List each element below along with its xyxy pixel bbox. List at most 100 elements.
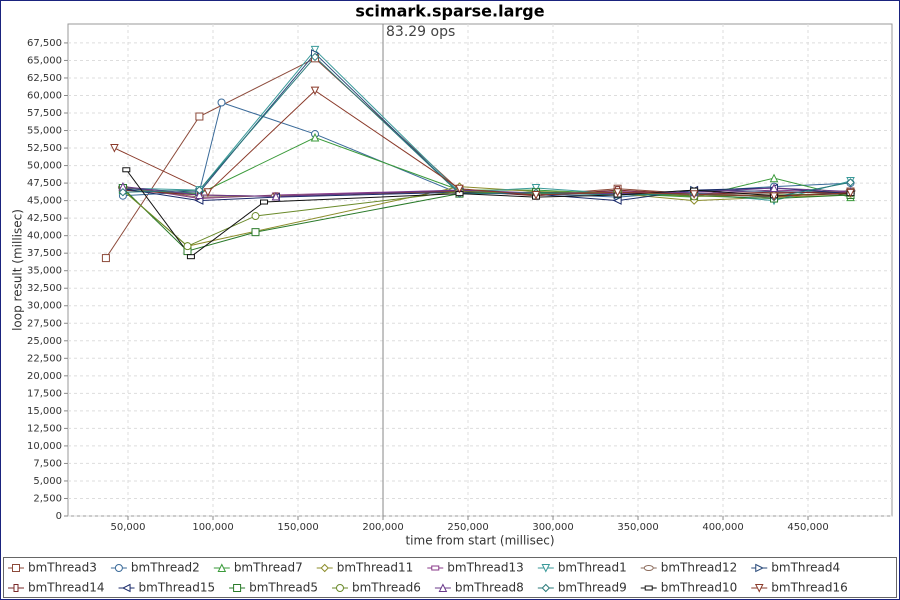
y-tick-label: 15,000	[27, 406, 62, 417]
legend-label: bmThread14	[28, 581, 105, 595]
plot-area	[67, 23, 893, 517]
legend-label: bmThread16	[771, 581, 848, 595]
legend-label: bmThread13	[447, 561, 524, 575]
legend-marker	[12, 564, 20, 572]
point	[122, 167, 131, 173]
legend-item: bmThread3	[8, 561, 97, 575]
legend-item: bmThread10	[640, 581, 738, 595]
y-tick-label: 42,500	[27, 213, 62, 224]
y-tick-label: 25,000	[27, 336, 62, 347]
y-tick-label: 55,000	[27, 126, 62, 137]
point	[455, 184, 464, 194]
y-tick-label: 45,000	[27, 196, 62, 207]
x-tick-label: 50,000	[111, 522, 146, 533]
legend-item: bmThread14	[8, 581, 105, 595]
x-tick-label: 350,000	[617, 522, 658, 533]
legend-item: bmThread2	[110, 561, 200, 575]
legend-label: bmThread8	[455, 581, 524, 595]
legend-label: bmThread1	[558, 561, 627, 575]
y-tick-label: 22,500	[27, 353, 62, 364]
y-tick-label: 50,000	[27, 161, 62, 172]
y-tick-label: 10,000	[27, 441, 62, 452]
x-tick-label: 200,000	[362, 522, 403, 533]
legend-label: bmThread7	[234, 561, 303, 575]
legend-item: bmThread1	[537, 561, 627, 575]
point	[846, 188, 855, 198]
y-tick-label: 60,000	[27, 90, 62, 101]
legend-marker	[114, 564, 123, 572]
point	[271, 191, 281, 201]
legend-label: bmThread11	[337, 561, 414, 575]
point	[531, 191, 541, 200]
point	[195, 190, 204, 200]
point	[195, 112, 204, 121]
legend-marker	[121, 583, 131, 593]
legend-marker	[754, 584, 764, 593]
legend-marker	[217, 563, 227, 572]
y-tick-label: 2,500	[33, 493, 62, 504]
point	[251, 228, 260, 237]
point	[310, 86, 320, 96]
y-tick-label: 0	[56, 511, 62, 522]
legend-box	[3, 557, 897, 598]
point	[769, 192, 779, 202]
chart-title: scimark.sparse.large	[355, 2, 544, 21]
legend-item: bmThread12	[640, 561, 738, 575]
legend-label: bmThread9	[558, 581, 627, 595]
legend-item: bmThread15	[118, 581, 216, 595]
y-tick-label: 5,000	[33, 476, 62, 487]
point	[251, 212, 260, 221]
point	[769, 183, 779, 192]
y-tick-label: 47,500	[27, 178, 62, 189]
legend-marker	[233, 584, 242, 592]
legend-marker	[541, 564, 551, 573]
legend-label: bmThread5	[249, 581, 318, 595]
y-tick-label: 30,000	[27, 301, 62, 312]
legend-marker	[13, 584, 19, 592]
point	[310, 132, 320, 142]
y-tick-label: 7,500	[33, 458, 62, 469]
legend-label: bmThread4	[771, 561, 840, 575]
x-tick-label: 100,000	[192, 522, 233, 533]
legend-marker	[320, 563, 329, 573]
point	[186, 254, 195, 260]
x-tick-label: 150,000	[277, 522, 318, 533]
y-tick-label: 40,000	[27, 231, 62, 242]
legend-item: bmThread11	[316, 561, 414, 575]
legend-item: bmThread6	[332, 581, 421, 595]
legend-item: bmThread16	[751, 581, 848, 595]
legend-label: bmThread15	[139, 581, 216, 595]
y-tick-label: 62,500	[27, 73, 62, 84]
x-tick-label: 300,000	[532, 522, 573, 533]
point	[183, 242, 192, 251]
legend-label: bmThread6	[352, 581, 421, 595]
x-tick-label: 400,000	[702, 522, 743, 533]
legend-marker	[438, 583, 448, 592]
y-tick-label: 35,000	[27, 266, 62, 277]
legend-label: bmThread10	[661, 581, 738, 595]
legend-marker	[541, 583, 551, 593]
y-tick-label: 17,500	[27, 388, 62, 399]
legend-item: bmThread4	[751, 561, 840, 575]
legend-label: bmThread2	[131, 561, 200, 575]
y-tick-label: 32,500	[27, 283, 62, 294]
y-tick-label: 37,500	[27, 248, 62, 259]
legend-item: bmThread13	[427, 561, 524, 575]
x-axis-label: time from start (millisec)	[405, 534, 554, 548]
point	[203, 188, 213, 197]
point	[101, 254, 110, 263]
annotation: 83.29 ops	[386, 24, 455, 40]
y-tick-label: 67,500	[27, 38, 62, 49]
point	[846, 178, 855, 187]
y-tick-label: 12,500	[27, 423, 62, 434]
y-tick-label: 27,500	[27, 318, 62, 329]
point	[689, 190, 699, 199]
legend-marker	[431, 565, 440, 571]
y-tick-label: 52,500	[27, 143, 62, 154]
legend-label: bmThread12	[661, 561, 738, 575]
legend-item: bmThread9	[537, 581, 627, 595]
point	[769, 173, 779, 183]
y-tick-label: 65,000	[27, 55, 62, 66]
legend-marker	[336, 584, 344, 592]
